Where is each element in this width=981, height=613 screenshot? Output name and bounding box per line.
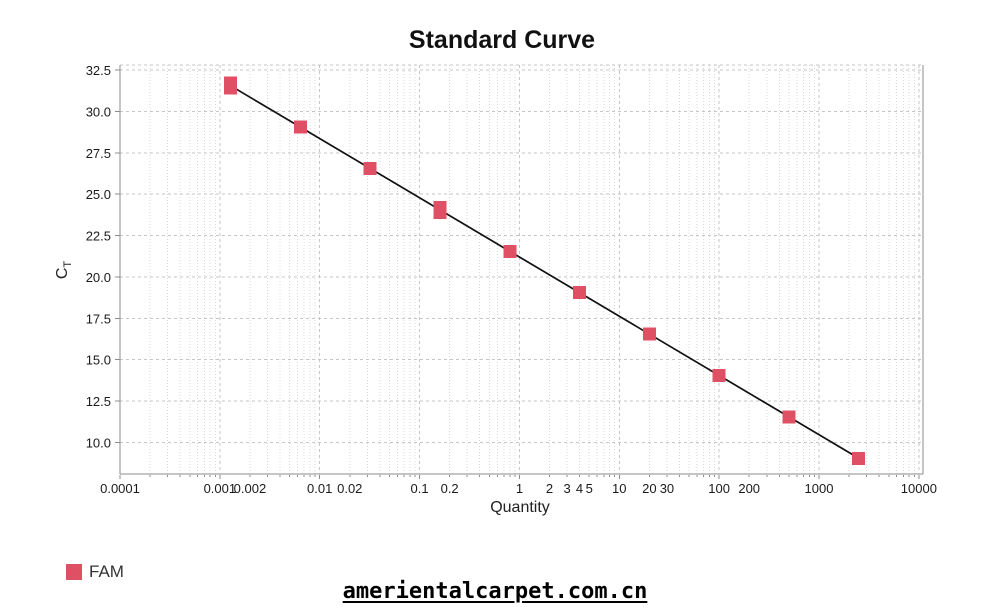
standard-curve-plot: 32.530.027.525.022.520.017.515.012.510.0… xyxy=(86,63,937,496)
data-point-marker xyxy=(573,286,587,300)
x-tick-label: 30 xyxy=(660,481,674,496)
data-point-marker xyxy=(224,81,238,95)
data-point-marker xyxy=(363,161,377,175)
legend-label: FAM xyxy=(89,562,124,581)
legend: FAM xyxy=(66,562,124,582)
x-tick-label: 0.0001 xyxy=(100,481,140,496)
legend-color-swatch xyxy=(66,564,82,580)
x-tick-label: 4 xyxy=(576,481,583,496)
data-point-marker xyxy=(293,120,307,134)
x-tick-label: 10 xyxy=(612,481,626,496)
data-point-marker xyxy=(852,451,866,465)
y-tick-label: 20.0 xyxy=(86,270,111,285)
chart-title: Standard Curve xyxy=(408,26,596,54)
x-tick-label: 1 xyxy=(516,481,523,496)
y-tick-label: 27.5 xyxy=(86,146,111,161)
x-tick-label: 0.01 xyxy=(307,481,332,496)
x-tick-label: 20 xyxy=(642,481,656,496)
data-point-marker xyxy=(642,327,656,341)
y-tick-label: 25.0 xyxy=(86,187,111,202)
y-tick-label: 22.5 xyxy=(86,229,111,244)
x-axis-label: Quantity xyxy=(490,499,550,516)
x-tick-label: 5 xyxy=(586,481,593,496)
data-point-marker xyxy=(782,410,796,424)
watermark-link[interactable]: amerientalcarpet.com.cn xyxy=(342,579,648,604)
x-tick-label: 0.001 xyxy=(204,481,237,496)
y-tick-label: 32.5 xyxy=(86,63,111,78)
x-tick-label: 0.002 xyxy=(234,481,267,496)
y-tick-label: 17.5 xyxy=(86,311,111,326)
y-tick-label: 30.0 xyxy=(86,104,111,119)
x-tick-label: 0.1 xyxy=(411,481,429,496)
x-tick-label: 10000 xyxy=(901,481,937,496)
x-tick-label: 0.2 xyxy=(441,481,459,496)
trendline xyxy=(230,84,860,460)
x-tick-label: 0.02 xyxy=(337,481,362,496)
x-tick-label: 2 xyxy=(546,481,553,496)
y-tick-label: 12.5 xyxy=(86,394,111,409)
y-tick-label: 15.0 xyxy=(86,353,111,368)
x-tick-label: 200 xyxy=(738,481,760,496)
x-tick-label: 3 xyxy=(563,481,570,496)
y-tick-label: 10.0 xyxy=(86,436,111,451)
data-point-marker xyxy=(712,368,726,382)
x-tick-label: 1000 xyxy=(805,481,834,496)
data-point-marker xyxy=(433,205,447,219)
x-tick-label: 100 xyxy=(708,481,730,496)
data-point-marker xyxy=(503,244,517,258)
